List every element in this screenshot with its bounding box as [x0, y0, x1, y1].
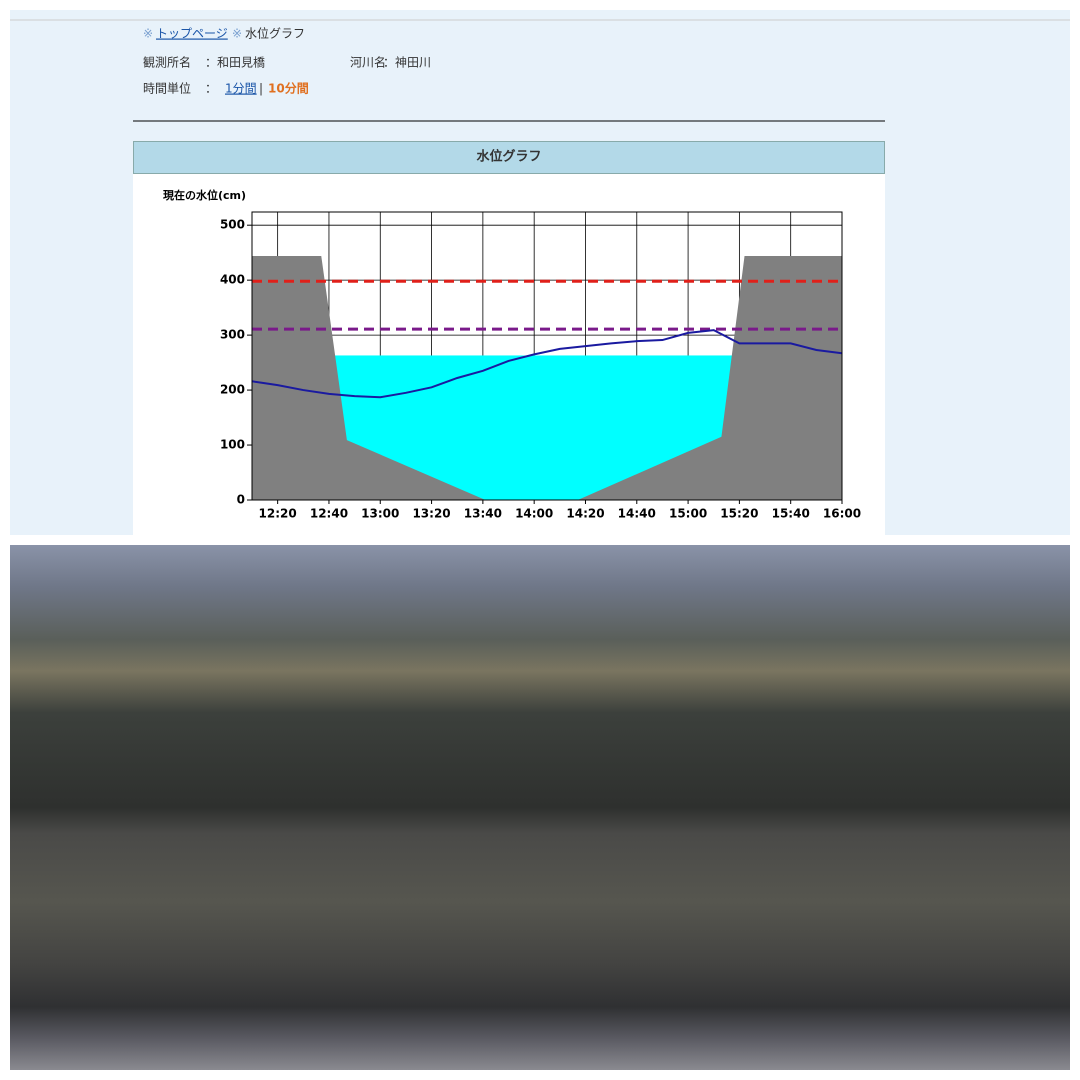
y-tick-label: 100	[220, 438, 245, 452]
plot-frame	[251, 211, 843, 501]
y-tick-label: 0	[237, 493, 245, 507]
y-tick-label: 200	[220, 383, 245, 397]
y-axis-title: 現在の水位(cm)	[163, 188, 246, 202]
axes: 0 100 200 300 400 500 12:20 12:40 13:00 13:20 13:4…	[220, 211, 861, 521]
y-tick-label: 400	[220, 273, 245, 287]
panel-header	[133, 141, 885, 174]
x-tick-label: 12:40	[310, 507, 348, 521]
station: ：和田見橋	[205, 56, 265, 70]
river: ：神田川	[383, 56, 431, 70]
river-label: 河川名	[350, 55, 386, 70]
x-tick-label: 14:40	[618, 507, 656, 521]
water-level-line	[252, 329, 842, 399]
unit-label: 時間単位	[143, 81, 191, 96]
unit-divider: |	[259, 82, 263, 96]
bc-mark: ※	[143, 27, 153, 41]
x-tick-label: 13:40	[464, 507, 502, 521]
x-tick-label: 16:00	[823, 507, 861, 521]
x-tick-label: 14:00	[515, 507, 553, 521]
bc-home[interactable]: トップページ	[156, 27, 228, 41]
x-tick-label: 13:00	[361, 507, 399, 521]
panel-title: 水位グラフ	[476, 149, 541, 165]
bc-mark: ※	[232, 27, 242, 41]
x-tick-label: 15:00	[669, 507, 707, 521]
station-label: 観測所名	[143, 55, 191, 70]
y-tick-label: 300	[220, 328, 245, 342]
y-tick-label: 500	[220, 218, 245, 232]
screenshot: ※ トップページ ※ 水位グラフ 観測所名 ：和田見橋 河川名 ：神田川 時間単…	[10, 10, 1070, 535]
x-tick-label: 15:40	[772, 507, 810, 521]
bc-current: 水位グラフ	[245, 26, 305, 41]
plot	[252, 212, 842, 500]
x-tick-label: 13:20	[412, 507, 450, 521]
unit-1min[interactable]: 1分間	[225, 82, 257, 96]
unit-10min[interactable]: 10分間	[268, 81, 309, 96]
camera-image	[10, 545, 1070, 1070]
x-tick-label: 15:20	[720, 507, 758, 521]
x-tick-label: 14:20	[566, 507, 604, 521]
x-tick-label: 12:20	[259, 507, 297, 521]
unit-sep: ：	[205, 82, 217, 96]
